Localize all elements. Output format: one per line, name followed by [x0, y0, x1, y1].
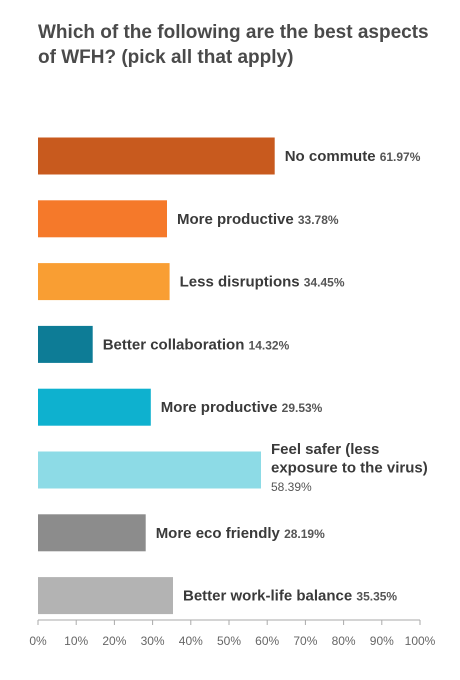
category-name: Better work-life balance [183, 588, 356, 605]
chart-title: Which of the following are the best aspe… [38, 22, 429, 68]
category-name: Less disruptions [180, 274, 304, 291]
value-label: 35.35% [356, 590, 397, 604]
x-tick-label: 0% [29, 634, 47, 648]
x-tick-label: 90% [370, 634, 394, 648]
bar [38, 200, 167, 238]
x-tick-label: 100% [405, 634, 436, 648]
x-tick-label: 40% [179, 634, 203, 648]
category-name: More productive [161, 399, 282, 416]
bar [38, 325, 93, 363]
value-label: 58.39% [271, 480, 312, 494]
x-tick-label: 20% [102, 634, 126, 648]
x-tick-label: 30% [141, 634, 165, 648]
category-name: exposure to the virus) [271, 460, 428, 477]
category-name: More eco friendly [156, 525, 284, 542]
category-name: More productive [177, 211, 298, 228]
x-tick-label: 70% [293, 634, 317, 648]
bar [38, 451, 261, 489]
value-label: 33.78% [298, 213, 339, 227]
value-label: 28.19% [284, 527, 325, 541]
bar [38, 263, 170, 301]
bar-label: More productive 33.78% [177, 211, 339, 228]
value-label: 14.32% [249, 338, 290, 352]
value-label: 34.45% [304, 276, 345, 290]
bar [38, 137, 275, 175]
value-label: 29.53% [282, 401, 323, 415]
bar-label: More eco friendly 28.19% [156, 525, 325, 542]
bar [38, 514, 146, 552]
bar-label: Less disruptions 34.45% [180, 274, 345, 291]
x-tick-label: 50% [217, 634, 241, 648]
bar [38, 577, 173, 615]
bar-label: Better work-life balance 35.35% [183, 588, 397, 605]
bar-label: No commute 61.97% [285, 148, 421, 165]
x-tick-label: 10% [64, 634, 88, 648]
x-tick-label: 60% [255, 634, 279, 648]
bar [38, 388, 151, 426]
category-name: No commute [285, 148, 380, 165]
category-name: Better collaboration [103, 336, 249, 353]
bar-label: Better collaboration 14.32% [103, 336, 290, 353]
x-tick-label: 80% [332, 634, 356, 648]
category-name: Feel safer (less [271, 441, 379, 458]
bar-label: More productive 29.53% [161, 399, 323, 416]
value-label: 61.97% [380, 150, 421, 164]
